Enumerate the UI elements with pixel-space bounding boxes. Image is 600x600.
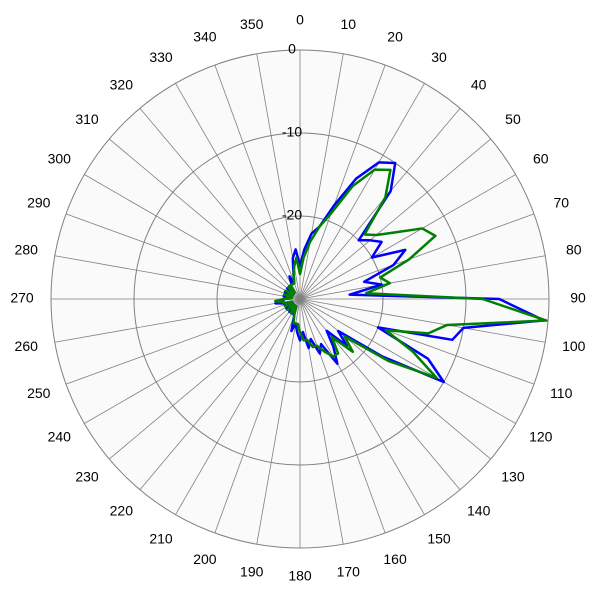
angle-tick-label: 270 <box>10 290 34 306</box>
angle-tick-label: 70 <box>553 195 569 211</box>
angle-tick-label: 240 <box>48 429 72 445</box>
angle-tick-label: 120 <box>529 429 553 445</box>
angle-tick-label: 40 <box>471 77 487 93</box>
angular-grid-line <box>175 298 301 515</box>
angle-tick-label: 230 <box>75 468 99 484</box>
radial-tick-label: -10 <box>282 124 302 140</box>
angle-tick-label: 150 <box>427 530 451 546</box>
angle-tick-label: 190 <box>240 563 264 579</box>
angle-tick-label: 100 <box>562 338 586 354</box>
angular-grid-line <box>65 298 301 385</box>
angular-grid-line <box>108 138 301 300</box>
angle-tick-label: 130 <box>501 468 525 484</box>
angle-tick-label: 60 <box>533 151 549 167</box>
angular-grid-line <box>299 255 546 300</box>
angular-grid-line <box>299 138 492 300</box>
radial-tick-label: 0 <box>288 41 296 57</box>
angular-grid-line <box>299 298 546 343</box>
angle-tick-label: 110 <box>550 385 573 401</box>
angular-grid-line <box>139 107 301 300</box>
angular-grid-line <box>299 298 386 534</box>
angular-grid-line <box>299 298 492 460</box>
angular-grid-line <box>214 298 301 534</box>
angular-grid-line <box>299 83 425 300</box>
angle-tick-label: 200 <box>193 551 217 567</box>
angular-grid-line <box>214 64 301 300</box>
angular-grid-line <box>256 298 301 545</box>
angular-grid-line <box>54 255 301 300</box>
angular-grid-line <box>175 83 301 300</box>
angle-tick-label: 180 <box>288 568 312 584</box>
labels: 0 10 20 30 40 50 60 70 80 90 100 110 120 130 140 150 160… <box>10 12 586 584</box>
angle-tick-label: 260 <box>15 338 39 354</box>
angular-grid-line <box>299 53 344 300</box>
angle-tick-label: 0 <box>296 12 304 28</box>
angular-grid-line <box>299 107 461 300</box>
angular-grid-line <box>84 174 301 300</box>
angle-tick-label: 290 <box>27 195 51 211</box>
angle-tick-label: 320 <box>110 77 134 93</box>
angle-tick-label: 350 <box>240 16 264 32</box>
angle-tick-label: 330 <box>149 49 173 65</box>
angle-tick-label: 300 <box>48 151 72 167</box>
angle-tick-label: 140 <box>467 503 491 519</box>
angular-grid-line <box>299 174 516 300</box>
angle-tick-label: 340 <box>193 28 217 44</box>
angle-tick-label: 170 <box>337 563 361 579</box>
angle-tick-label: 80 <box>566 241 582 257</box>
angular-grid-line <box>54 298 301 343</box>
angle-tick-label: 280 <box>15 241 39 257</box>
angular-grid-line <box>108 298 301 460</box>
angular-grid-line <box>299 298 425 515</box>
angular-grid-line <box>139 298 301 491</box>
angle-tick-label: 210 <box>149 530 173 546</box>
angular-grid-line <box>299 213 535 300</box>
angle-tick-label: 50 <box>505 111 521 127</box>
angle-tick-label: 30 <box>431 49 447 65</box>
angle-tick-label: 90 <box>570 290 586 306</box>
radial-tick-label: -20 <box>282 207 302 223</box>
angular-grid-line <box>84 298 301 424</box>
angle-tick-label: 250 <box>27 385 51 401</box>
angular-grid-line <box>299 298 535 385</box>
plot-area <box>273 161 548 384</box>
angular-grid-line <box>299 64 386 300</box>
series-line <box>273 168 548 380</box>
angle-tick-label: 310 <box>75 111 99 127</box>
angle-tick-label: 160 <box>383 551 407 567</box>
angular-grid-line <box>299 298 516 424</box>
angular-grid-line <box>65 213 301 300</box>
angle-tick-label: 20 <box>387 28 403 44</box>
angle-tick-label: 220 <box>110 503 134 519</box>
angle-tick-label: 10 <box>340 16 356 32</box>
